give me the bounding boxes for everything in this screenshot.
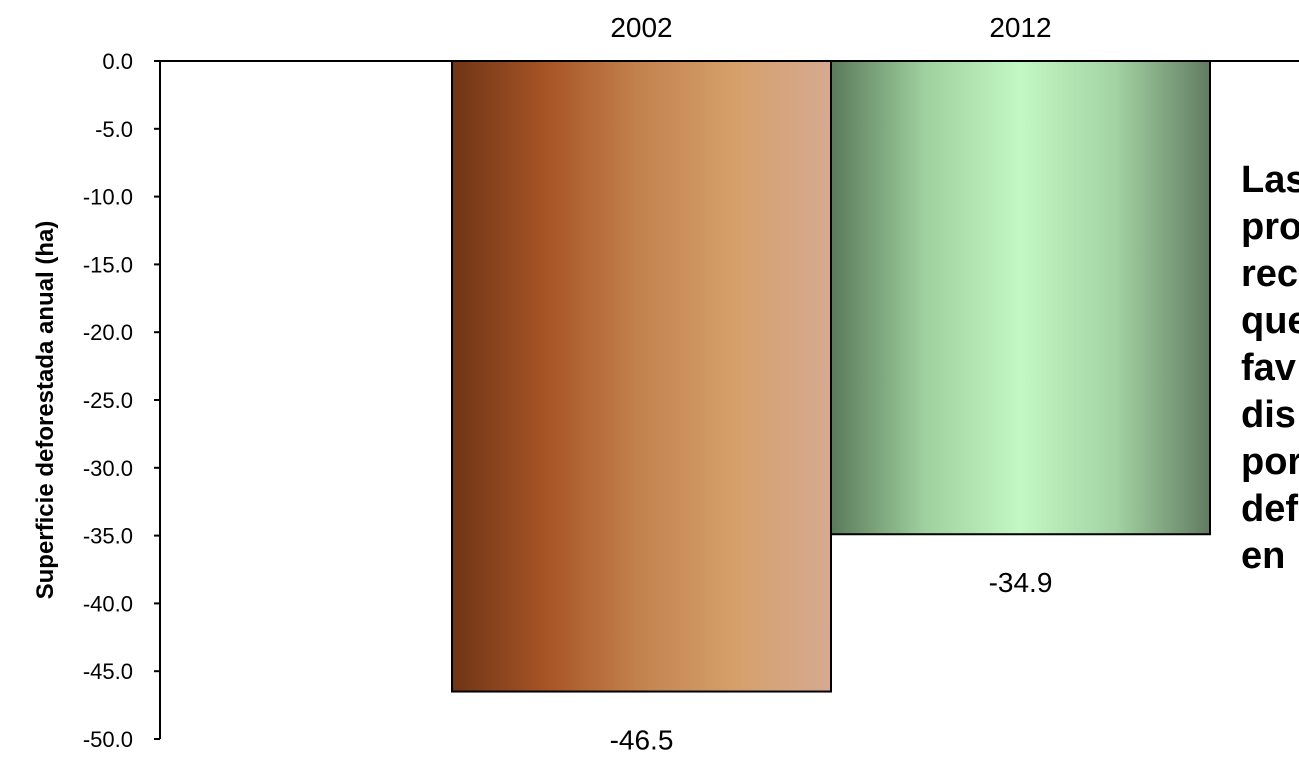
- y-tick-label: -50.0: [83, 727, 133, 752]
- category-label: 2012: [989, 12, 1051, 43]
- bars-layer: [451, 60, 1211, 693]
- y-tick-label: -15.0: [83, 252, 133, 277]
- annotation-line: Las: [1241, 159, 1299, 201]
- y-tick-label: -35.0: [83, 524, 133, 549]
- y-tick-label: -45.0: [83, 659, 133, 684]
- data-label: -46.5: [610, 725, 674, 756]
- bar-2002: [451, 60, 832, 693]
- data-label: -34.9: [989, 567, 1053, 598]
- side-annotation: Las pro rec que fav dis por def en: [1241, 159, 1299, 577]
- y-axis-title: Superficie deforestada anual (ha): [32, 221, 59, 600]
- annotation-line: pro: [1241, 206, 1299, 248]
- y-tick-label: -10.0: [83, 185, 133, 210]
- labels-layer: 0.0 -5.0 -10.0 -15.0 -20.0 -25.0 -30.0 -35.0 -40…: [83, 12, 1053, 756]
- annotation-line: def: [1241, 488, 1298, 530]
- y-tick-label: -20.0: [83, 320, 133, 345]
- annotation-line: fav: [1241, 347, 1296, 389]
- annotation-line: rec: [1241, 253, 1298, 295]
- axes-layer: [154, 60, 1299, 740]
- y-tick-label: 0.0: [102, 49, 133, 74]
- annotation-line: que: [1241, 300, 1299, 342]
- y-tick-label: -5.0: [95, 117, 133, 142]
- y-tick-label: -30.0: [83, 456, 133, 481]
- annotation-line: dis: [1241, 394, 1296, 436]
- y-tick-label: -40.0: [83, 591, 133, 616]
- y-tick-label: -25.0: [83, 388, 133, 413]
- bar-2012: [830, 60, 1211, 536]
- annotation-line: en: [1241, 535, 1285, 577]
- category-label: 2002: [610, 12, 672, 43]
- annotation-line: por: [1241, 441, 1299, 483]
